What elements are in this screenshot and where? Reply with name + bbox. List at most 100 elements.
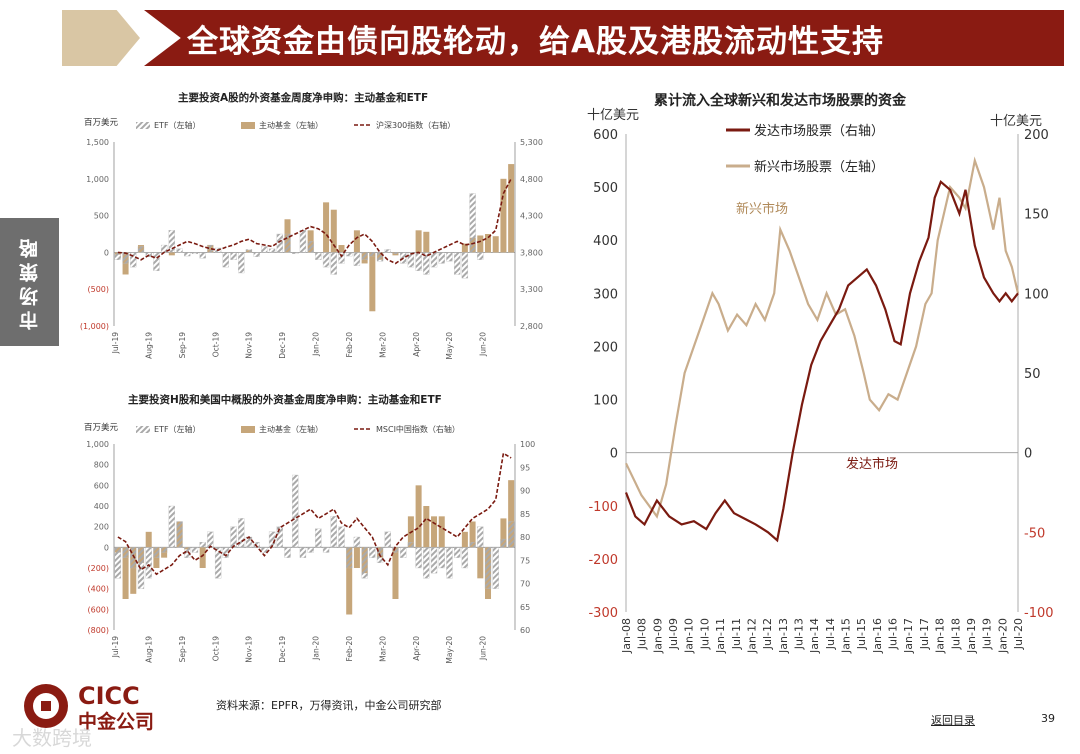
etf-bar (184, 252, 191, 257)
x-tick-label: Jul-19 (981, 618, 994, 650)
chart1-title: 主要投资A股的外资基金周度净申购：主动基金和ETF (178, 92, 429, 104)
y-tick-left: 400 (94, 502, 109, 511)
fund-bar (199, 547, 206, 568)
x-tick-label: Feb-20 (345, 332, 354, 358)
sidebar-tab-market-strategy[interactable]: 市场策略 (0, 218, 59, 346)
y-tick-right: 200 (1024, 128, 1049, 143)
fund-bar (438, 516, 445, 548)
y-tick-left: 200 (94, 523, 109, 532)
etf-bar (322, 252, 330, 268)
etf-bar (245, 536, 253, 548)
etf-bar (469, 193, 476, 253)
developed-line (624, 179, 1019, 543)
etf-bar (261, 246, 268, 253)
etf-bar (214, 547, 222, 579)
x-tick-label: May-20 (445, 636, 454, 664)
y-tick-left: 600 (94, 481, 109, 490)
etf-bar (407, 252, 415, 268)
etf-bar (415, 547, 422, 569)
chart2-left-unit: 百万美元 (84, 423, 119, 433)
etf-bar (346, 252, 353, 257)
y-tick-left: 0 (104, 248, 109, 257)
etf-bar (222, 252, 229, 268)
x-tick-label: Jun-20 (479, 332, 488, 357)
x-tick-label: Jan-10 (683, 618, 696, 654)
legend-fund-swatch (241, 426, 255, 433)
x-tick-label: Jul-18 (949, 618, 962, 650)
x-tick-label: Jul-08 (636, 618, 649, 650)
y-tick-right: 95 (520, 463, 530, 472)
y-tick-right: 150 (1024, 208, 1049, 223)
etf-bar (299, 547, 307, 558)
fund-bar (431, 516, 438, 548)
y-tick-right: 65 (520, 603, 530, 612)
x-tick-label: Jan-17 (902, 618, 915, 654)
y-tick-left: 1,500 (86, 138, 109, 147)
y-tick-left: (400) (87, 585, 109, 594)
legend-etf-label: ETF（左轴） (154, 120, 201, 130)
legend-fund-label: 主动基金（左轴） (259, 120, 323, 130)
chart3-right-unit: 十亿美元 (990, 114, 1043, 129)
fund-bar (353, 547, 360, 568)
fund-bar (500, 178, 507, 253)
x-tick-label: Oct-19 (211, 332, 220, 357)
etf-bar (268, 248, 276, 253)
legend-fund-swatch (241, 122, 255, 129)
etf-bar (153, 547, 160, 558)
logo-text-en: CICC (78, 682, 140, 710)
chart3-title: 累计流入全球新兴和发达市场股票的资金 (654, 93, 906, 109)
etf-bar (130, 252, 137, 268)
back-to-contents-link[interactable]: 返回目录 (931, 714, 975, 727)
y-tick-right: 4,300 (520, 212, 543, 221)
y-tick-right: 4,800 (520, 175, 543, 184)
x-tick-label: Aug-19 (144, 636, 153, 663)
y-tick-left: 0 (610, 447, 618, 462)
x-tick-label: Jan-15 (840, 618, 853, 654)
y-tick-left: 0 (104, 543, 109, 552)
x-tick-label: Jul-20 (1012, 618, 1025, 650)
etf-bar (168, 230, 175, 253)
etf-bar (369, 252, 376, 257)
etf-bar (376, 252, 384, 262)
etf-bar (423, 547, 430, 579)
y-tick-left: -300 (588, 606, 618, 621)
fund-bar (415, 230, 422, 253)
fund-bar (508, 480, 515, 548)
x-tick-label: Jul-11 (730, 618, 743, 650)
etf-bar (392, 252, 399, 255)
x-tick-label: Jan-14 (808, 618, 821, 654)
etf-bar (284, 547, 291, 558)
etf-bar (438, 252, 445, 264)
etf-bar (307, 241, 314, 253)
x-tick-label: Jul-09 (667, 618, 680, 650)
etf-bar (122, 252, 129, 264)
x-tick-label: Jul-15 (855, 618, 868, 650)
etf-bar (461, 547, 469, 569)
y-tick-right: 0 (1024, 447, 1032, 462)
etf-bar (330, 516, 337, 548)
fund-bar (369, 252, 376, 312)
etf-bar (160, 244, 168, 253)
etf-bar (292, 252, 299, 255)
y-tick-left: 600 (593, 128, 618, 143)
x-tick-label: Nov-19 (245, 332, 254, 359)
etf-bar (299, 230, 307, 253)
etf-bar (315, 252, 322, 260)
y-tick-left: -200 (588, 553, 618, 568)
y-tick-left: (500) (87, 285, 109, 294)
index-line (117, 178, 512, 265)
x-tick-label: Jan-18 (934, 618, 947, 654)
etf-bar (384, 531, 391, 548)
x-tick-label: Sep-19 (178, 636, 187, 663)
fund-bar (477, 547, 484, 579)
etf-bar (338, 252, 345, 264)
etf-bar (454, 252, 461, 275)
x-tick-label: Jul-13 (792, 618, 805, 650)
legend-etf-label: ETF（左轴） (154, 424, 201, 434)
chart2: 1,000 800 600 400 200 0 (200) (400) (600) (800) 10… (86, 424, 535, 664)
chart1-left-unit: 百万美元 (84, 118, 119, 128)
etf-bar (454, 547, 461, 558)
y-tick-right: 70 (520, 580, 530, 589)
x-tick-label: Jan-08 (620, 618, 633, 654)
y-tick-right: 3,800 (520, 248, 543, 257)
